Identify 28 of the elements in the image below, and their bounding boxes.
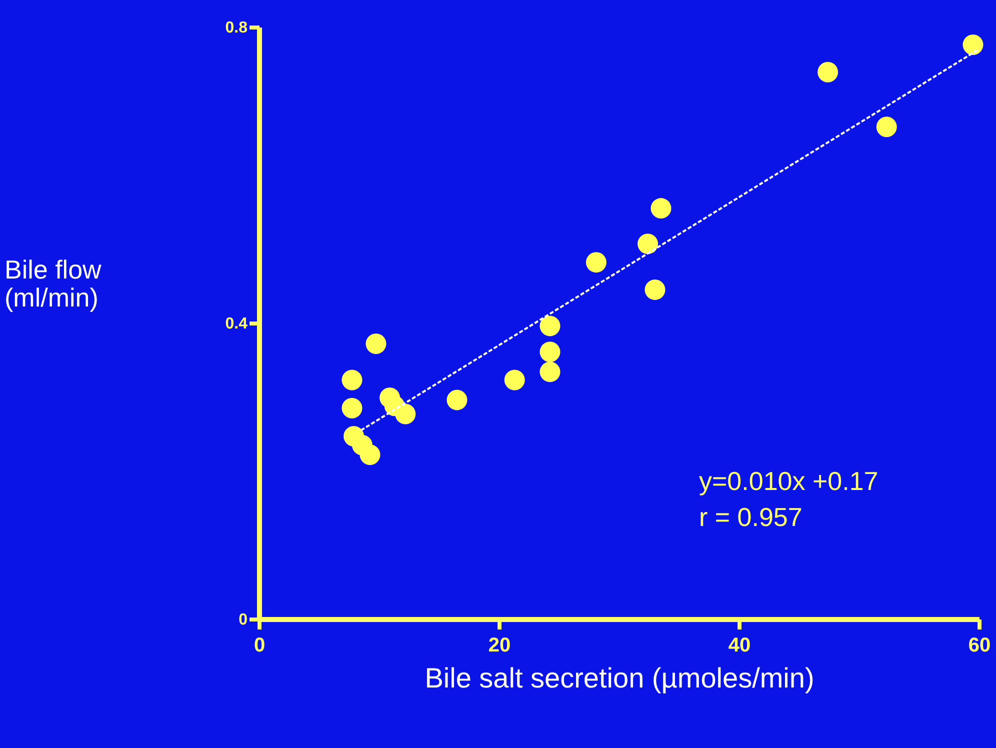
x-tick-label: 60 — [968, 634, 991, 656]
x-tick-label: 20 — [488, 634, 511, 656]
point — [540, 342, 560, 362]
point — [360, 444, 380, 465]
point — [540, 316, 560, 336]
point — [395, 404, 416, 424]
x-tick-label: 0 — [254, 634, 266, 656]
point — [876, 116, 897, 138]
annotation: r = 0.957 — [699, 502, 802, 532]
point — [366, 333, 386, 354]
point — [650, 198, 672, 219]
point — [504, 370, 525, 390]
x-tick-label: 40 — [728, 634, 751, 656]
y-axis-title: Bile flow (ml/min) — [4, 254, 102, 312]
y-tick-label: 0.4 — [225, 316, 248, 332]
x-axis-title: Bile salt secretion (µmoles/min) — [424, 662, 814, 694]
point — [540, 362, 560, 382]
point — [818, 62, 838, 82]
point — [342, 370, 362, 390]
y-tick-label: 0 — [238, 612, 248, 628]
point — [586, 252, 606, 273]
point — [962, 34, 984, 55]
point — [644, 279, 666, 300]
point — [446, 390, 468, 410]
y-tick-label: 0.8 — [225, 20, 248, 36]
point — [342, 398, 362, 418]
point — [638, 234, 658, 254]
annotation: y=0.010x +0.17 — [699, 466, 878, 496]
